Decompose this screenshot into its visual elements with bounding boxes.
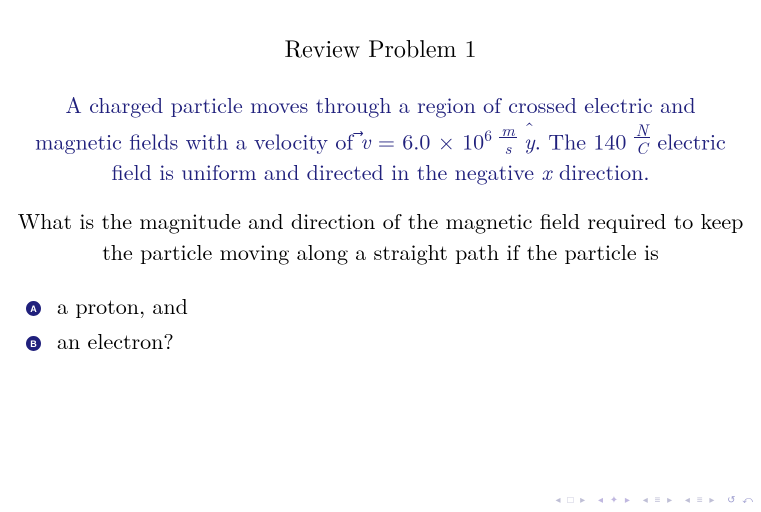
list-item: B an electron?: [26, 323, 761, 358]
efield-unit: NC: [634, 121, 650, 156]
y-hat: y: [524, 126, 535, 157]
question-text: What is the magnitude and direction of t…: [0, 188, 761, 268]
velocity-coeff: 6.0 × 10: [402, 125, 484, 156]
velocity-unit: ms: [499, 121, 517, 156]
x-var: x: [541, 156, 551, 187]
nav-group-back[interactable]: ↺ ⤺: [727, 495, 755, 506]
item-text-b: an electron?: [57, 323, 174, 358]
para-mid: . The 140: [535, 125, 634, 156]
nav-group-frame[interactable]: ◂ □ ▸: [556, 495, 588, 506]
velocity-exponent: 6: [484, 125, 492, 146]
list-item: A a proton, and: [26, 288, 761, 323]
problem-statement: A charged particle moves through a regio…: [0, 90, 761, 188]
nav-group-doc[interactable]: ◂ ≡ ▸: [685, 495, 716, 506]
para-post-b: direction.: [552, 156, 650, 187]
item-marker-b: B: [26, 336, 41, 351]
item-text-a: a proton, and: [57, 288, 188, 323]
beamer-nav-footer: ◂ □ ▸ ◂ ✦ ▸ ◂ ≡ ▸ ◂ ≡ ▸ ↺ ⤺: [550, 495, 755, 506]
item-marker-a: A: [26, 301, 41, 316]
nav-group-section[interactable]: ◂ ≡ ▸: [643, 495, 674, 506]
enumerate-list: A a proton, and B an electron?: [0, 288, 761, 358]
nav-group-subsection[interactable]: ◂ ✦ ▸: [598, 495, 632, 506]
eq-sign: =: [378, 125, 395, 156]
slide-title: Review Problem 1: [0, 0, 761, 90]
velocity-vector-symbol: v: [360, 126, 370, 157]
slide: Review Problem 1 A charged particle move…: [0, 0, 761, 512]
